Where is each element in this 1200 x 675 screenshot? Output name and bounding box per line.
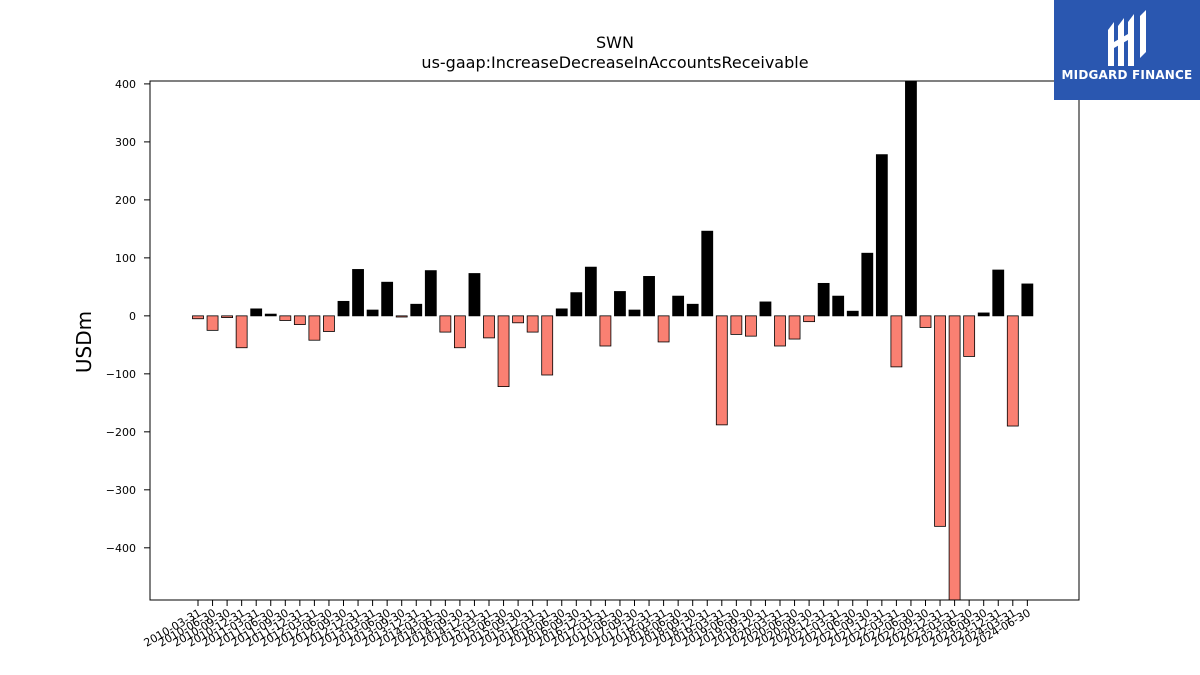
bar-2016-03-31 [541, 315, 554, 376]
bar-2013-12-31 [410, 303, 423, 317]
bar-2021-09-30 [861, 252, 874, 317]
bar-2019-03-31 [715, 315, 728, 426]
y-axis-label: USDm [72, 311, 96, 373]
brand-logo: MIDGARD FINANCE [1054, 0, 1200, 100]
y-tick-label: 300 [115, 136, 136, 149]
bar-2021-03-31 [832, 295, 845, 317]
bar-2022-12-31 [934, 315, 946, 527]
bar-2013-03-31 [366, 309, 379, 317]
bar-2016-09-30 [570, 292, 583, 317]
bar-2023-12-31 [992, 269, 1005, 317]
bar-2011-03-31 [250, 308, 263, 317]
bar-2010-03-31 [192, 315, 204, 320]
bar-2022-06-30 [905, 80, 917, 317]
bar-2021-12-31 [875, 154, 888, 317]
chart-subtitle: us-gaap:IncreaseDecreaseInAccountsReceiv… [421, 53, 808, 72]
bar-2021-06-30 [846, 310, 859, 317]
bar-2024-03-31 [1006, 315, 1019, 427]
bar-2020-03-31 [774, 315, 786, 347]
bar-2018-06-30 [672, 295, 685, 317]
bars-group [192, 80, 1034, 601]
bar-2014-09-30 [453, 315, 466, 349]
logo-text: MIDGARD FINANCE [1061, 68, 1193, 82]
bar-2015-03-31 [483, 315, 495, 339]
y-tick-label: 400 [115, 78, 136, 91]
midgard-logo-icon [1108, 10, 1146, 66]
y-tick-label: −200 [106, 426, 136, 439]
bar-2016-06-30 [555, 308, 568, 317]
bar-2022-09-30 [919, 315, 932, 328]
x-ticks-group: 2010-03-312010-06-302010-09-302010-12-31… [142, 600, 1033, 650]
bar-2013-09-30 [395, 315, 408, 318]
bar-2020-09-30 [803, 315, 815, 323]
bar-2020-06-30 [788, 315, 801, 340]
bar-2011-12-31 [293, 315, 306, 325]
y-tick-label: −400 [106, 542, 136, 555]
y-tick-label: −100 [106, 368, 136, 381]
y-tick-label: 100 [115, 252, 136, 265]
bar-2017-09-30 [628, 309, 641, 317]
bar-2018-12-31 [701, 230, 714, 317]
chart-title: SWN [596, 33, 634, 52]
y-tick-label: 0 [129, 310, 136, 323]
bar-2024-06-30 [1021, 283, 1034, 317]
bar-2012-09-30 [337, 300, 350, 317]
y-tick-label: 200 [115, 194, 136, 207]
bar-2023-03-31 [948, 315, 961, 601]
bar-2013-06-30 [381, 281, 394, 317]
bar-2015-06-30 [497, 315, 510, 388]
bar-2020-12-31 [817, 282, 830, 317]
bar-2014-03-31 [424, 270, 437, 317]
bar-2011-09-30 [279, 315, 292, 321]
bar-2019-06-30 [730, 315, 743, 335]
bar-2011-06-30 [264, 313, 277, 317]
bar-2010-12-31 [235, 315, 248, 349]
bar-2019-09-30 [745, 315, 757, 337]
bar-2012-03-31 [308, 315, 321, 341]
bar-2015-12-31 [526, 315, 539, 333]
bar-2015-09-30 [512, 315, 524, 324]
bar-2014-06-30 [439, 315, 452, 333]
bar-2012-12-31 [352, 269, 364, 317]
bar-2022-03-31 [890, 315, 903, 368]
bar-2023-06-30 [963, 315, 976, 357]
bar-2023-09-30 [977, 312, 990, 317]
plot-frame [149, 80, 1080, 601]
bar-2017-03-31 [599, 315, 612, 347]
bar-2017-12-31 [643, 276, 655, 317]
bar-2018-03-31 [657, 315, 670, 343]
y-tick-label: −300 [106, 484, 136, 497]
bar-2010-06-30 [206, 315, 219, 331]
bar-2016-12-31 [584, 266, 597, 317]
bar-2019-12-31 [759, 301, 772, 317]
bar-2018-09-30 [686, 303, 699, 317]
bar-2014-12-31 [468, 273, 481, 317]
bar-2010-09-30 [221, 315, 234, 318]
y-ticks-group: 400 300 200 100 0 −100 −200 −300 −400 [106, 78, 150, 555]
bar-2017-06-30 [614, 291, 626, 317]
bar-2012-06-30 [323, 315, 335, 332]
